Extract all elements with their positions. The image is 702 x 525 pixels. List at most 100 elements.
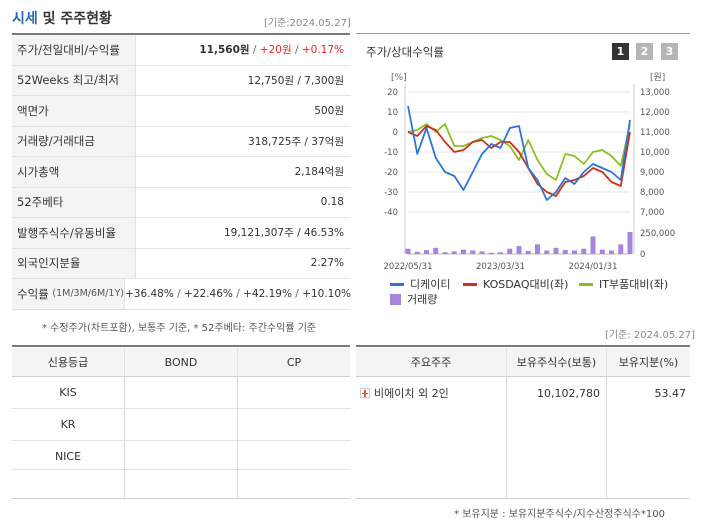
left-tick-label: -40	[384, 208, 398, 218]
rate-value: +0.17%	[301, 44, 344, 57]
left-tick-label: 20	[387, 88, 398, 98]
page-title-rest: 및 주주현황	[37, 11, 112, 27]
market-row-value: 2.27%	[310, 257, 344, 270]
volume-tick-label: 250,000	[640, 229, 675, 239]
divider	[12, 440, 350, 441]
volume-bar	[572, 250, 577, 254]
left-tick-label: -30	[384, 188, 398, 198]
return-1m: +36.48%	[125, 287, 174, 300]
market-row: 액면가 500원	[12, 96, 350, 127]
shareholder-pct: 53.47	[654, 386, 687, 400]
expand-icon[interactable]	[360, 379, 370, 407]
market-row-value: 2,184억원	[294, 166, 344, 179]
left-tick-label: -20	[384, 168, 398, 178]
volume-bar	[609, 250, 614, 254]
divider	[12, 33, 350, 35]
volume-bar	[479, 251, 485, 254]
market-row: 주가/전일대비/수익률 11,560원 / +20원 / +0.17%	[12, 35, 350, 66]
divider	[506, 377, 507, 498]
legend-volume: 거래량	[390, 291, 437, 307]
chart-area: [%] [원] 20 10 0 -10 -20 -30 -40 13,000 12,000 11,00…	[384, 72, 676, 272]
chart-title: 주가/상대수익률	[366, 45, 444, 59]
kosdaq-line	[407, 125, 631, 197]
volume-bar	[627, 232, 633, 254]
divider	[12, 498, 350, 499]
page-title: 시세 및 주주현황	[12, 8, 112, 28]
market-row-label: 액면가	[12, 96, 136, 126]
legend-swatch	[390, 282, 404, 286]
credit-agency-kis: KIS	[59, 386, 77, 399]
period-button-1[interactable]: 1	[612, 43, 629, 60]
market-row-label: 외국인지분율	[12, 248, 136, 278]
left-axis-unit: [%]	[391, 73, 407, 83]
divider	[12, 408, 350, 409]
market-row-label: 거래량/거래대금	[12, 126, 136, 156]
right-tick-label: 8,000	[640, 188, 664, 198]
divider	[356, 498, 690, 499]
legend-stock: 디케이티	[390, 276, 450, 292]
credit-agency-nice: NICE	[54, 450, 82, 463]
market-row: 발행주식수/유동비율 19,121,307주 / 46.53%	[12, 218, 350, 249]
legend-swatch	[463, 282, 477, 286]
market-row-value: 12,750원 / 7,300원	[247, 74, 344, 87]
legend-swatch	[579, 282, 593, 286]
volume-bar	[562, 250, 568, 254]
page-title-main: 시세	[12, 11, 38, 27]
credit-agency-kr: KR	[60, 418, 76, 431]
volume-bar	[424, 250, 429, 254]
left-tick-label: 0	[393, 128, 398, 138]
price-value: 11,560원	[199, 44, 250, 57]
right-axis-unit: [원]	[650, 72, 665, 83]
divider	[12, 345, 350, 347]
market-row-label: 발행주식수/유동비율	[12, 218, 136, 248]
x-tick-label: 2024/01/31	[569, 262, 618, 272]
shareholder-header-name: 주요주주	[356, 348, 506, 376]
market-row-label: 시가총액	[12, 157, 136, 187]
credit-header-bond: BOND	[124, 348, 237, 376]
legend-label: KOSDAQ대비(좌)	[483, 278, 569, 291]
period-button-2[interactable]: 2	[636, 43, 653, 60]
returns-period: (1M/3M/6M/1Y)	[52, 288, 124, 300]
market-row: 외국인지분율 2.27%	[12, 248, 350, 279]
divider	[356, 33, 690, 34]
volume-bar	[451, 251, 457, 254]
market-row-label: 52Weeks 최고/최저	[12, 65, 136, 95]
market-row-value: 318,725주 / 37억원	[248, 135, 344, 148]
legend-label: 거래량	[407, 293, 438, 306]
volume-bar	[507, 248, 513, 254]
volume-bar	[442, 252, 448, 254]
volume-bar	[618, 244, 624, 254]
market-row-label: 52주베타	[12, 187, 136, 217]
left-tick-label: 10	[387, 108, 398, 118]
x-tick-label: 2022/05/31	[384, 262, 433, 272]
market-row-value: 500원	[314, 105, 344, 118]
market-row: 52Weeks 최고/최저 12,750원 / 7,300원	[12, 65, 350, 96]
volume-bar	[525, 250, 531, 254]
volume-bar	[461, 249, 466, 254]
market-footnote: * 수정주가(차트포함), 보통주 기준, * 52주베타: 주간수익률 기준	[42, 323, 317, 334]
shareholder-base-date: [기준: 2024.05.27]	[605, 330, 696, 341]
volume-bar	[433, 247, 439, 254]
volume-bar	[498, 252, 503, 254]
base-date: [기준:2024.05.27]	[264, 18, 351, 29]
returns-label: 수익률	[17, 286, 49, 301]
volume-bar	[590, 236, 596, 254]
volume-bar	[414, 251, 420, 254]
left-tick-label: -10	[384, 148, 398, 158]
volume-bar	[544, 250, 550, 254]
market-row-value: 11,560원 / +20원 / +0.17%	[199, 44, 344, 57]
volume-bar	[599, 249, 605, 254]
market-row-value: 0.18	[320, 196, 344, 209]
shareholder-header-pct: 보유지분(%)	[606, 348, 690, 376]
change-value: +20원	[259, 44, 292, 57]
x-tick-label: 2023/03/31	[476, 262, 525, 272]
credit-header-cp: CP	[237, 348, 350, 376]
divider	[356, 376, 690, 377]
volume-bar	[535, 244, 540, 254]
it-line	[407, 123, 631, 181]
market-row: 거래량/거래대금 318,725주 / 37억원	[12, 126, 350, 157]
period-button-3[interactable]: 3	[661, 43, 678, 60]
right-tick-label: 13,000	[640, 88, 670, 98]
shareholder-footnote: * 보유지분 : 보유지분주식수/지수산정주식수*100	[454, 509, 665, 520]
right-tick-label: 10,000	[640, 148, 670, 158]
